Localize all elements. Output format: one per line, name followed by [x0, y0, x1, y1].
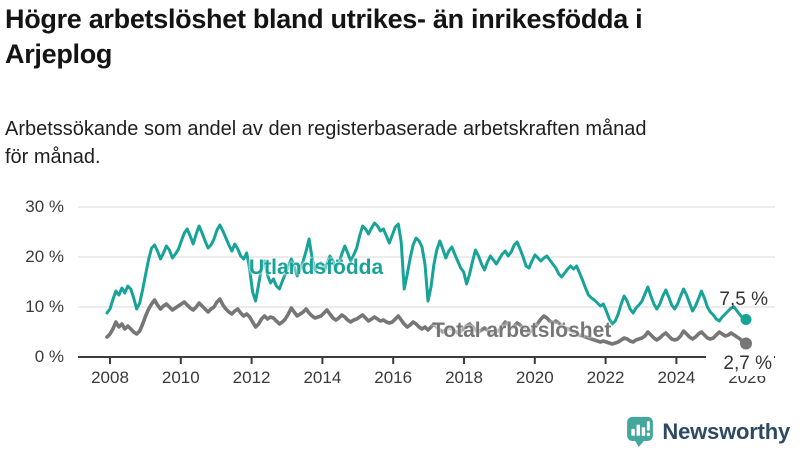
x-axis-label-2018: 2018 [445, 368, 483, 387]
page-title-line2: Arjeplog [5, 39, 113, 70]
y-axis-label-10: 10 % [25, 297, 64, 316]
newsworthy-speech-bubble-icon [627, 416, 654, 447]
x-axis-label-2020: 2020 [515, 368, 554, 387]
x-axis-label-2024: 2024 [657, 368, 696, 387]
y-axis-label-0: 0 % [34, 347, 64, 366]
x-axis-label-2016: 2016 [374, 368, 413, 387]
x-axis-label-2010: 2010 [161, 368, 200, 387]
page-subtitle-line1: Arbetssökande som andel av den registerb… [5, 118, 647, 140]
series-line-1 [105, 297, 748, 346]
series-end-dot-1 [740, 337, 752, 350]
x-axis-label-2014: 2014 [303, 368, 342, 387]
newsworthy-logo: Newsworthy [626, 416, 790, 447]
series-end-dot-0 [740, 314, 752, 325]
series-label-utlandsfodda: Utlandsfödda [249, 256, 384, 279]
y-axis-label-20: 20 % [25, 247, 64, 266]
x-axis-label-2022: 2022 [586, 368, 625, 387]
end-value-label-utlandsfodda: 7,5 % [719, 289, 768, 310]
x-axis-label-2008: 2008 [91, 368, 129, 387]
page-title: Högre arbetslöshet bland utrikes- än inr… [5, 2, 797, 72]
page-title-line1: Högre arbetslöshet bland utrikes- än inr… [5, 4, 643, 34]
page-subtitle: Arbetssökande som andel av den registerb… [5, 116, 795, 171]
y-axis-label-30: 30 % [25, 197, 64, 216]
x-axis-label-2012: 2012 [232, 368, 271, 387]
series-line-0 [105, 221, 748, 326]
series-label-total-arbetsloshet: Total arbetslöshet [432, 319, 612, 342]
newsworthy-logo-text: Newsworthy [662, 418, 790, 444]
page-subtitle-line2: för månad. [5, 145, 101, 168]
end-value-label-total: 2,7 % [706, 352, 774, 376]
